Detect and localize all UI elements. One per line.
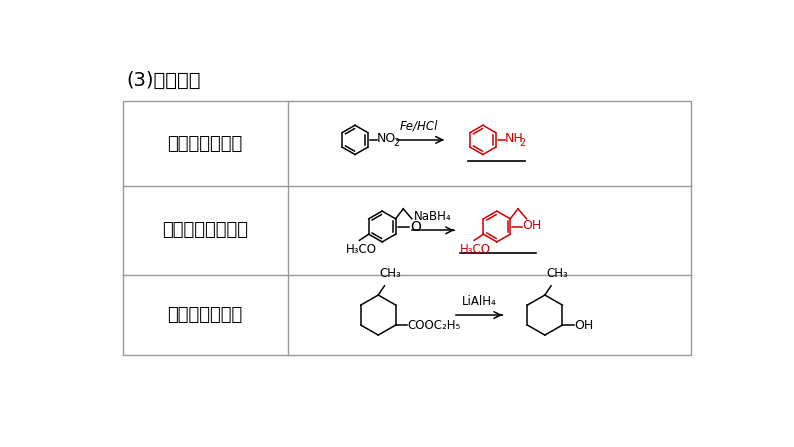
Text: Fe/HCl: Fe/HCl [400, 120, 438, 133]
Text: 2: 2 [393, 138, 399, 148]
Text: H₃CO: H₃CO [345, 243, 376, 256]
Text: COOC₂H₅: COOC₂H₅ [407, 319, 461, 332]
Text: 酮羰基还原成羟基: 酮羰基还原成羟基 [162, 221, 248, 239]
Text: NH: NH [504, 132, 523, 145]
Text: OH: OH [574, 319, 594, 332]
Text: (3)还原反应: (3)还原反应 [126, 71, 201, 89]
Text: 2: 2 [519, 138, 526, 148]
Text: CH₃: CH₃ [380, 266, 402, 280]
Text: OH: OH [522, 219, 542, 232]
Text: NaBH₄: NaBH₄ [414, 211, 452, 224]
Text: LiAlH₄: LiAlH₄ [461, 295, 496, 308]
Text: CH₃: CH₃ [546, 266, 569, 280]
Bar [122, 101, 692, 355]
Text: NO: NO [376, 132, 396, 145]
Text: H₃CO: H₃CO [461, 243, 491, 256]
Text: 硝基还原为氨基: 硝基还原为氨基 [168, 135, 243, 153]
Text: 酯基还原成羟基: 酯基还原成羟基 [168, 306, 243, 324]
Text: O: O [410, 220, 421, 234]
